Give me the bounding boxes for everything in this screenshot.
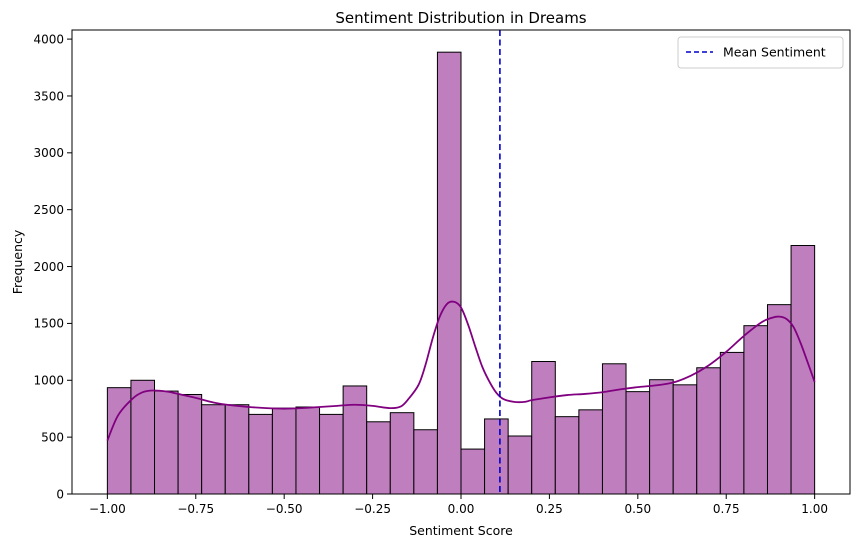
histogram-bar	[507, 435, 533, 495]
histogram-bar	[460, 448, 486, 495]
legend-label-mean-sentiment: Mean Sentiment	[723, 45, 826, 60]
y-tick-label: 3500	[33, 89, 64, 103]
histogram-bar	[366, 421, 391, 495]
x-tick-label: 0.00	[448, 502, 475, 516]
kde-layer	[106, 300, 816, 441]
legend-box	[677, 36, 844, 69]
histogram-bar	[484, 418, 509, 495]
histogram-bar	[389, 412, 415, 495]
histogram-bar	[625, 391, 651, 495]
histogram-bar	[719, 351, 745, 495]
histogram-bars	[106, 51, 816, 495]
y-tick-label: 1500	[33, 317, 64, 331]
y-axis-label: Frequency	[10, 229, 25, 294]
x-tick-label: 0.75	[713, 502, 740, 516]
histogram-bar	[201, 404, 226, 495]
histogram-bar	[342, 385, 368, 495]
histogram-bar	[766, 304, 792, 495]
histogram-bar	[649, 379, 674, 495]
kde-curve	[106, 300, 816, 441]
histogram-bar	[248, 413, 273, 495]
histogram-bar	[436, 51, 462, 495]
histogram-bar	[743, 325, 768, 495]
histogram-bar	[224, 404, 250, 495]
y-tick-label: 2000	[33, 260, 64, 274]
histogram-bar	[578, 409, 603, 495]
histogram-bar	[554, 416, 580, 495]
y-tick-label: 0	[56, 487, 64, 501]
histogram-bar	[271, 407, 297, 495]
y-tick-label: 500	[41, 430, 64, 444]
x-tick-label: 0.25	[536, 502, 563, 516]
x-tick-label: −0.75	[177, 502, 214, 516]
y-tick-label: 2500	[33, 203, 64, 217]
x-tick-label: 1.00	[801, 502, 828, 516]
histogram-bar	[413, 429, 438, 495]
x-tick-label: −0.50	[266, 502, 303, 516]
histogram-bar	[696, 367, 721, 495]
chart-title: Sentiment Distribution in Dreams	[335, 9, 586, 27]
y-tick-label: 4000	[33, 32, 64, 46]
histogram-bar	[295, 406, 321, 495]
x-axis-ticks: −1.00 −0.75 −0.50 −0.25 0.00 0.25 0.50 0.75 1.00	[89, 494, 828, 516]
legend: Mean Sentiment	[677, 36, 844, 69]
y-axis-ticks: 0 500 1000 1500 2000 2500 3000 3500 4000	[33, 32, 72, 501]
x-tick-label: −0.25	[354, 502, 391, 516]
x-tick-label: 0.50	[624, 502, 651, 516]
x-tick-label: −1.00	[89, 502, 126, 516]
y-tick-label: 3000	[33, 146, 64, 160]
y-tick-label: 1000	[33, 374, 64, 388]
x-axis-label: Sentiment Score	[409, 523, 513, 538]
histogram-bar	[601, 363, 627, 495]
histogram-bar	[177, 393, 203, 495]
histogram-bar	[531, 361, 556, 495]
histogram-bar	[154, 390, 179, 495]
histogram-bar	[672, 384, 698, 495]
histogram-bar	[319, 413, 344, 495]
